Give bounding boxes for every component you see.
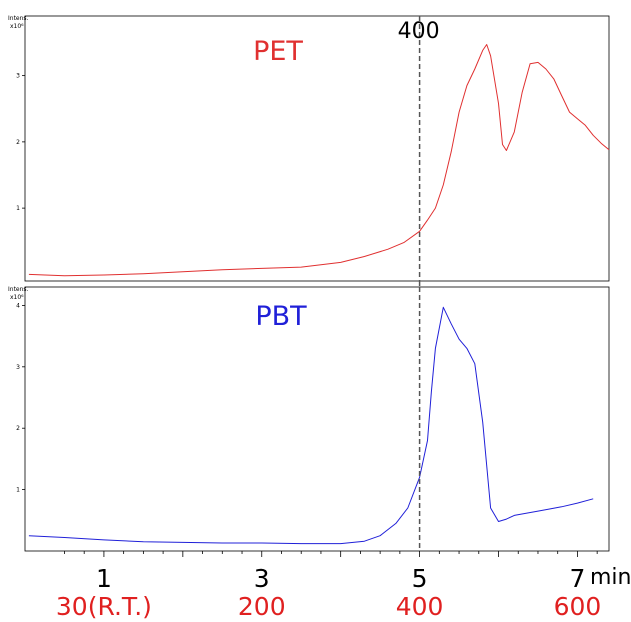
y-tick-label: 4 [16, 302, 20, 309]
y-tick-label: 1 [16, 487, 20, 494]
x-tick-label: 1 [96, 564, 112, 593]
y-tick-label: 3 [16, 364, 20, 371]
x-axis-unit: min [590, 565, 631, 590]
temperature-label: 200 [238, 592, 286, 621]
y-axis-unit: x10⁶ [10, 294, 24, 301]
y-axis-unit: x10⁶ [10, 23, 24, 30]
chart-panel-pet: Intens.x10⁶ 1 2 3 PET 400 [8, 15, 610, 282]
x-tick-label: 3 [254, 564, 270, 593]
series-title-pet: PET [253, 36, 303, 67]
plot-frame [24, 15, 610, 282]
temperature-label: 400 [396, 592, 444, 621]
series-line-pet [28, 44, 610, 277]
y-tick-label: 2 [16, 139, 20, 146]
y-tick-label: 2 [16, 425, 20, 432]
y-tick-label: 3 [16, 73, 20, 80]
plot-frame [24, 286, 610, 552]
y-axis-label: Intens. [8, 286, 29, 293]
series-line-pbt [28, 306, 594, 545]
series-title-pbt: PBT [255, 301, 307, 332]
x-tick-label: 5 [412, 564, 428, 593]
temperature-label: 600 [554, 592, 602, 621]
temperature-label: 30(R.T.) [56, 592, 152, 621]
y-axis-label: Intens. [8, 15, 29, 22]
y-tick-label: 1 [16, 205, 20, 212]
x-tick-label: 7 [569, 564, 585, 593]
marker-label: 400 [398, 19, 440, 44]
chart-panel-pbt: Intens.x10⁶ 1 2 3 4 PBT [8, 286, 610, 552]
